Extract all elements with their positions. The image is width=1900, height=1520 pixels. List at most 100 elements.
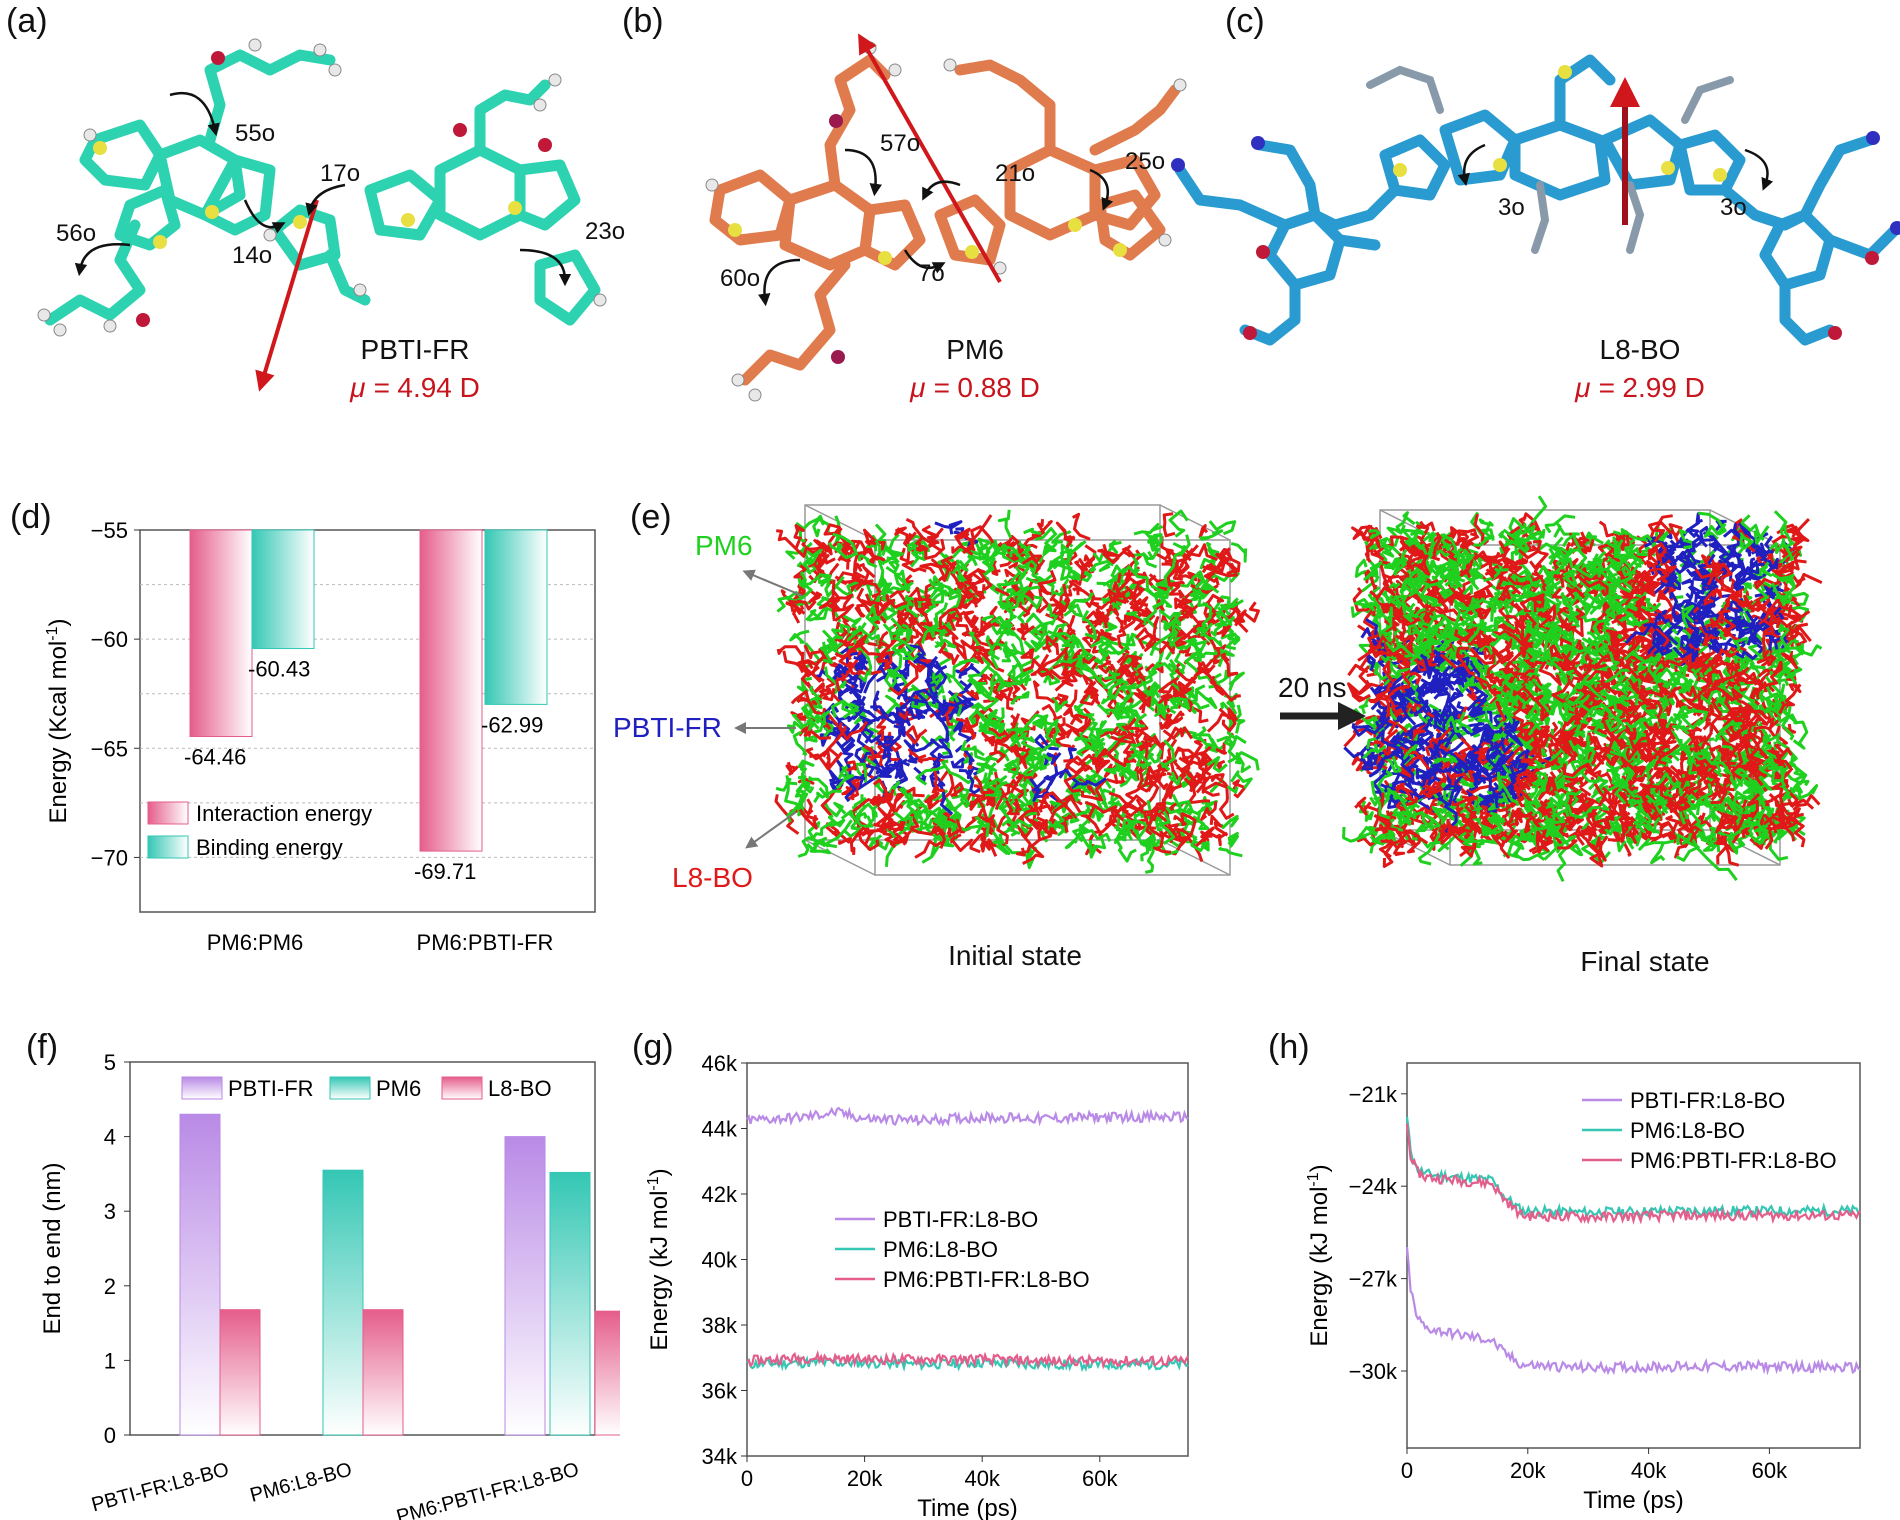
molecule-fragment <box>1205 593 1225 615</box>
molecule-fragment <box>1400 755 1415 785</box>
panel-letter-e: (e) <box>630 498 672 536</box>
molecule-fragment <box>1485 749 1501 777</box>
molecule-fragment <box>1503 727 1524 747</box>
molecule-fragment <box>1680 635 1694 653</box>
molecule-fragment <box>1048 794 1074 823</box>
molecule-fragment <box>1639 684 1664 698</box>
molecule-fragment <box>1060 599 1083 618</box>
molecule-fragment <box>1744 746 1769 760</box>
series-line <box>746 1106 1189 1127</box>
molecule-fragment <box>1595 785 1610 811</box>
molecule-fragment <box>1605 629 1629 650</box>
y-tick-label: 1 <box>104 1348 116 1373</box>
molecule-fragment <box>826 819 853 849</box>
x-tick-label: PM6:L8-BO <box>248 1459 355 1507</box>
molecule-fragment <box>876 594 896 617</box>
molecule-fragment <box>931 555 954 588</box>
molecule-fragment <box>1738 522 1752 537</box>
molecule-fragment <box>1540 707 1551 722</box>
y-tick-label: 46k <box>702 1051 738 1076</box>
molecule-fragment <box>1553 573 1565 588</box>
molecule-fragment <box>1733 651 1752 669</box>
molecule-fragment <box>969 831 989 854</box>
molecule-fragment <box>1444 715 1464 733</box>
molecule-fragment <box>1369 644 1393 659</box>
molecule-fragment <box>1053 543 1074 566</box>
molecule-fragment <box>1143 773 1169 790</box>
y-tick-label: 5 <box>104 1050 116 1075</box>
legend-label: L8-BO <box>488 1076 552 1101</box>
molecule-fragment <box>1386 787 1408 804</box>
molecule-fragment <box>1084 804 1103 838</box>
molecule-fragment <box>1624 588 1643 606</box>
y-tick-label: 38k <box>702 1313 738 1338</box>
y-axis-label: Energy (kJ mol-1) <box>1305 1164 1333 1346</box>
molecule-fragment <box>907 754 919 764</box>
molecule-fragment <box>1061 667 1074 687</box>
molecule-fragment <box>1440 533 1463 559</box>
molecule-fragment <box>1399 540 1417 555</box>
bar <box>251 529 315 650</box>
molecule-fragment <box>823 801 847 818</box>
panel-letter-f: (f) <box>26 1028 59 1066</box>
molecule-fragment <box>1410 729 1427 741</box>
molecule-fragment <box>1650 842 1666 865</box>
molecule-fragment <box>933 602 949 626</box>
molecule-fragment <box>1431 531 1442 562</box>
molecule-fragment <box>1623 609 1650 627</box>
molecule-fragment <box>1629 547 1649 565</box>
molecule-fragment <box>1515 721 1536 735</box>
molecule-fragment <box>846 622 867 642</box>
molecule-fragment <box>1395 511 1416 533</box>
molecule-fragment <box>996 840 1011 856</box>
molecule-fragment <box>1580 825 1597 838</box>
molecule-fragment <box>1073 704 1095 717</box>
molecule-fragment <box>1042 635 1060 656</box>
data-label: -60.43 <box>248 657 310 682</box>
molecule-fragment <box>1183 772 1210 791</box>
molecule-fragment <box>1103 631 1118 642</box>
molecule-fragment <box>841 613 862 630</box>
molecule-fragment <box>889 646 903 677</box>
chart-f: 0 1 2 3 4 5 PBTI-FR:L8-BO PM6:L8-BO PM6:PBTI-FR:… <box>39 1050 620 1520</box>
molecule-fragment <box>827 541 845 552</box>
molecule-fragment <box>1225 632 1241 651</box>
molecule-fragment <box>1457 831 1500 845</box>
molecule-fragment <box>1491 830 1511 860</box>
molecule-fragment <box>1155 551 1182 588</box>
molecule-fragment <box>1562 569 1578 587</box>
dipole-moment-pbti-fr: μ = 4.94 D <box>350 372 480 403</box>
molecule-fragment <box>1173 812 1192 827</box>
molecule-fragment <box>1753 717 1775 731</box>
molecule-fragment <box>970 554 996 570</box>
molecule-structures <box>37 33 1900 402</box>
molecule-fragment <box>1399 577 1426 594</box>
molecule-fragment <box>894 763 908 785</box>
molecule-fragment <box>1032 622 1046 650</box>
molecule-fragment <box>1430 757 1451 769</box>
molecule-fragment <box>936 699 949 733</box>
molecule-fragment <box>1561 721 1575 755</box>
molecule-fragment <box>1448 687 1464 704</box>
molecule-fragment <box>832 590 854 610</box>
molecule-fragment <box>832 532 859 560</box>
molecule-fragment <box>894 632 914 651</box>
molecule-fragment <box>1502 629 1534 647</box>
molecule-fragment <box>1014 727 1031 748</box>
molecule-fragment <box>1625 831 1638 845</box>
molecule-fragment <box>1114 837 1137 863</box>
molecule-fragment <box>865 606 879 639</box>
molecule-fragment <box>1565 707 1581 727</box>
pm6-structure <box>709 54 1181 386</box>
molecule-fragment <box>1068 795 1091 820</box>
molecule-fragment <box>844 775 866 803</box>
molecule-fragment <box>1625 742 1648 761</box>
molecule-fragment <box>1228 671 1245 692</box>
molecule-fragment <box>1198 524 1209 539</box>
molecule-fragment <box>920 623 944 644</box>
sim-box-edge <box>1159 839 1231 876</box>
molecule-fragment <box>934 632 957 649</box>
molecule-fragment <box>1071 512 1091 541</box>
molecule-fragment <box>1121 650 1137 666</box>
molecule-fragment <box>901 655 910 677</box>
